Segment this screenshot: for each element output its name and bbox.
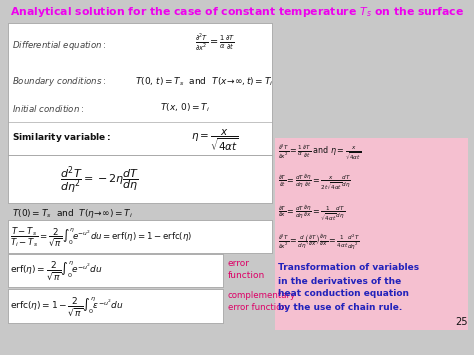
Text: heat conduction equation: heat conduction equation xyxy=(278,289,409,299)
Bar xyxy=(8,155,272,203)
Text: $\frac{\partial^2 T}{\partial x^2} = \frac{1}{\alpha}\frac{\partial T}{\partial : $\frac{\partial^2 T}{\partial x^2} = \fr… xyxy=(278,142,362,162)
Text: function: function xyxy=(228,272,265,280)
Bar xyxy=(8,23,272,155)
Text: $T(0,\,t) = T_s\ \ \mathrm{and}\ \ T(x\!\rightarrow\!\infty,t) = T_i$: $T(0,\,t) = T_s\ \ \mathrm{and}\ \ T(x\!… xyxy=(135,76,273,88)
Text: $T(0) = T_s\ \ \mathrm{and}\ \ T(\eta\!\rightarrow\!\infty) = T_i$: $T(0) = T_s\ \ \mathrm{and}\ \ T(\eta\!\… xyxy=(12,208,133,220)
Text: $\frac{\partial^2 T}{\partial x^2} = \frac{1}{\alpha}\frac{\partial T}{\partial : $\frac{\partial^2 T}{\partial x^2} = \fr… xyxy=(195,33,235,54)
Text: $\dfrac{T-T_s}{T_i-T_s} = \dfrac{2}{\sqrt{\pi}}\int_0^{\eta}\! e^{-u^2}du = \mat: $\dfrac{T-T_s}{T_i-T_s} = \dfrac{2}{\sqr… xyxy=(10,225,192,248)
Text: Analytical solution for the case of constant temperature $\mathit{T}_s$ on the s: Analytical solution for the case of cons… xyxy=(10,5,464,19)
Text: by the use of chain rule.: by the use of chain rule. xyxy=(278,302,402,311)
Text: $T(x,\,0) = T_i$: $T(x,\,0) = T_i$ xyxy=(160,102,210,114)
Text: complementary: complementary xyxy=(228,291,296,300)
Text: error function: error function xyxy=(228,302,287,311)
Bar xyxy=(8,220,272,253)
Text: in the derivatives of the: in the derivatives of the xyxy=(278,277,401,285)
Text: $\bf{Similarity\ variable:}$: $\bf{Similarity\ variable:}$ xyxy=(12,131,111,144)
Text: $\eta = \dfrac{x}{\sqrt{4\alpha t}}$: $\eta = \dfrac{x}{\sqrt{4\alpha t}}$ xyxy=(191,127,239,153)
Text: 25: 25 xyxy=(455,317,467,327)
Text: $\frac{\partial T}{\partial t} = \frac{dT}{d\eta}\frac{\partial\eta}{\partial t}: $\frac{\partial T}{\partial t} = \frac{d… xyxy=(278,173,351,193)
Text: $\it{Boundary\ conditions:}$: $\it{Boundary\ conditions:}$ xyxy=(12,76,106,88)
Text: error: error xyxy=(228,260,250,268)
Text: $\dfrac{d^2T}{d\eta^2} = -2\eta\dfrac{dT}{d\eta}$: $\dfrac{d^2T}{d\eta^2} = -2\eta\dfrac{dT… xyxy=(60,164,140,196)
Bar xyxy=(8,289,223,323)
Text: $\mathrm{erf}(\eta) = \dfrac{2}{\sqrt{\pi}}\int_0^{\eta}\! e^{-u^2}du$: $\mathrm{erf}(\eta) = \dfrac{2}{\sqrt{\p… xyxy=(10,260,103,282)
Bar xyxy=(8,254,223,287)
Text: $\mathrm{erfc}(\eta) = 1-\dfrac{2}{\sqrt{\pi}}\int_0^{\eta}\! \varepsilon^{-u^2}: $\mathrm{erfc}(\eta) = 1-\dfrac{2}{\sqrt… xyxy=(10,296,124,318)
Bar xyxy=(275,138,468,330)
Text: $\it{Differential\ equation:}$: $\it{Differential\ equation:}$ xyxy=(12,39,107,53)
Text: $\frac{\partial T}{\partial x} = \frac{dT}{d\eta}\frac{\partial\eta}{\partial x}: $\frac{\partial T}{\partial x} = \frac{d… xyxy=(278,203,345,223)
Text: Transformation of variables: Transformation of variables xyxy=(278,263,419,273)
Text: $\it{Initial\ condition:}$: $\it{Initial\ condition:}$ xyxy=(12,103,84,114)
Text: $\frac{\partial^2 T}{\partial x^2} = \frac{d}{d\eta}\!\left(\frac{\partial T}{\p: $\frac{\partial^2 T}{\partial x^2} = \fr… xyxy=(278,233,360,251)
